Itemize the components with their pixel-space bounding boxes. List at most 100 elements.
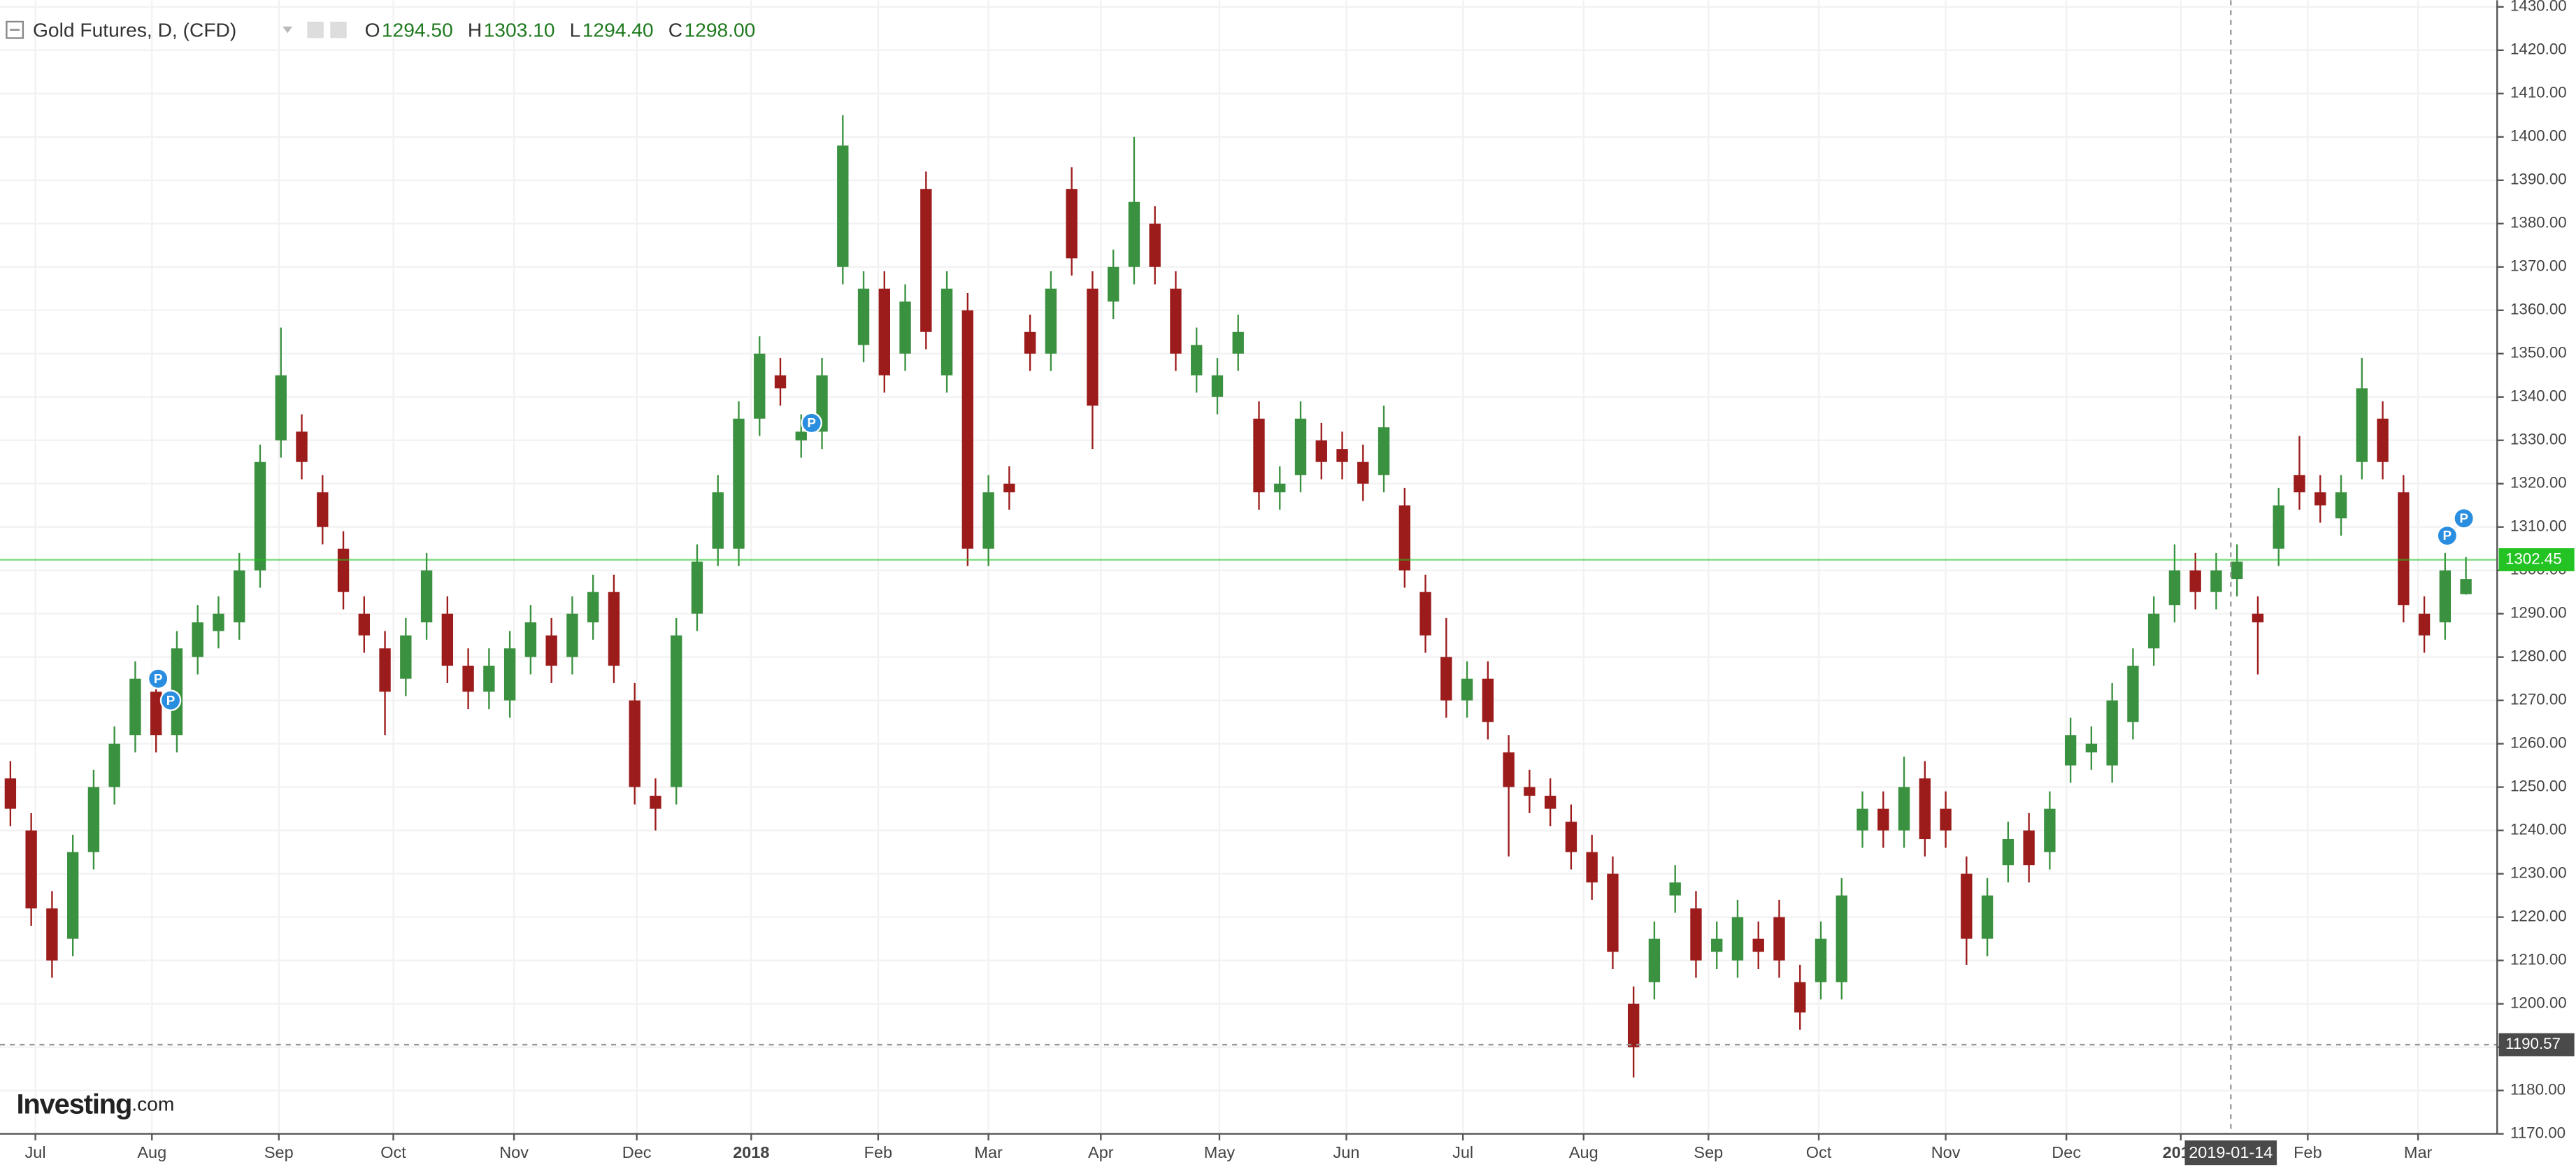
candle-body — [1232, 331, 1244, 354]
candle-body — [296, 431, 308, 462]
visibility-icon[interactable] — [330, 21, 347, 38]
candle-body — [171, 648, 183, 736]
candle-body — [462, 666, 474, 692]
x-tick-label: Dec — [2052, 1143, 2081, 1161]
candle-body — [1419, 592, 1431, 636]
candle-body — [1253, 418, 1265, 493]
candle-body — [358, 613, 370, 636]
event-marker — [2436, 524, 2459, 547]
y-tick-label: 1250.00 — [2510, 778, 2567, 795]
y-tick-label: 1200.00 — [2510, 994, 2567, 1011]
candle-body — [1170, 288, 1182, 354]
y-tick-label: 1290.00 — [2510, 604, 2567, 622]
candle-body — [1149, 223, 1161, 267]
candle-body — [1856, 808, 1868, 831]
candle-body — [192, 622, 203, 657]
candle-body — [254, 461, 266, 571]
dropdown-icon[interactable] — [282, 27, 293, 34]
event-marker — [801, 412, 822, 434]
candle-body — [920, 189, 932, 332]
candle-body — [940, 288, 953, 375]
candle-body — [1315, 440, 1327, 462]
candle-body — [108, 743, 120, 787]
x-tick-label: Nov — [499, 1143, 529, 1161]
grid — [0, 0, 2498, 1135]
candle-body — [317, 492, 329, 527]
candle-body — [2398, 492, 2410, 606]
candle-body — [1357, 461, 1369, 484]
candle-body — [1024, 331, 1036, 354]
candle-body — [1045, 288, 1057, 354]
candle-body — [2168, 570, 2181, 606]
candle-body — [733, 418, 745, 549]
candle-body — [837, 145, 849, 267]
candle-body — [2085, 743, 2098, 753]
candle-body — [1294, 418, 1307, 475]
candle-body — [566, 613, 578, 657]
candle-body — [1919, 778, 1931, 840]
y-tick-label: 1330.00 — [2510, 431, 2567, 448]
candle-body — [1274, 483, 1286, 493]
header-high: 1303.10 — [484, 19, 555, 41]
candle-body — [379, 648, 391, 692]
candle-body — [1461, 678, 1473, 701]
collapse-icon[interactable] — [6, 20, 24, 39]
candle-body — [1191, 345, 1203, 375]
candle-body — [1836, 895, 1847, 982]
candle-body — [712, 492, 724, 549]
x-tick-label: Jun — [1333, 1143, 1360, 1161]
y-tick-label: 1430.00 — [2510, 0, 2567, 15]
candle-body — [1066, 189, 1078, 259]
x-tick-label: Oct — [380, 1143, 406, 1161]
candle-body — [1877, 808, 1889, 831]
candle-body — [1398, 505, 1410, 571]
crosshair-y-box — [2498, 1033, 2575, 1057]
candle-body — [46, 908, 58, 961]
y-tick-label: 1400.00 — [2510, 127, 2567, 145]
candle-body — [1524, 787, 1536, 796]
y-tick-label: 1170.00 — [2510, 1124, 2566, 1141]
header-close-label: C — [668, 19, 682, 41]
x-tick-label: Dec — [622, 1143, 652, 1161]
header-open-label: O — [365, 19, 380, 41]
candle-body — [1565, 822, 1577, 852]
settings-icon[interactable] — [307, 21, 324, 38]
candle-body — [2210, 570, 2222, 592]
candle-body — [1669, 882, 1681, 896]
y-tick-label: 1370.00 — [2510, 257, 2567, 275]
candle-body — [2335, 492, 2347, 519]
event-marker-label: P — [2459, 510, 2468, 525]
x-tick-label: May — [1204, 1143, 1236, 1161]
candle-body — [1815, 938, 1827, 982]
header-low-label: L — [570, 19, 581, 41]
candle-body — [1336, 449, 1348, 462]
event-marker — [159, 689, 182, 711]
x-tick-label: Apr — [1088, 1143, 1114, 1161]
x-tick-label: Feb — [2294, 1143, 2321, 1161]
candle-body — [483, 666, 495, 692]
candle-body — [2273, 505, 2284, 549]
candle-body — [2106, 700, 2118, 766]
candle-body — [1961, 873, 1973, 939]
candle-body — [213, 613, 224, 631]
candle-body — [961, 310, 974, 549]
candle-body — [1627, 1003, 1640, 1047]
x-tick-label: 2018 — [733, 1143, 769, 1161]
x-tick-label: Nov — [1931, 1143, 1961, 1161]
y-tick-label: 1360.00 — [2510, 301, 2567, 318]
candle-body — [2439, 570, 2452, 623]
candle-body — [1752, 938, 1764, 952]
header: Gold Futures, D, (CFD) O 1294.50 H 1303.… — [6, 19, 755, 41]
candle-body — [2044, 808, 2056, 852]
x-tick-label: Sep — [264, 1143, 294, 1161]
candle-body — [1087, 288, 1099, 406]
candle-body — [25, 830, 37, 909]
candle-body — [66, 852, 79, 939]
y-tick-label: 1210.00 — [2510, 951, 2567, 968]
y-tick-label: 1220.00 — [2510, 908, 2567, 925]
candle-body — [1794, 982, 1806, 1013]
candle-body — [650, 796, 661, 809]
